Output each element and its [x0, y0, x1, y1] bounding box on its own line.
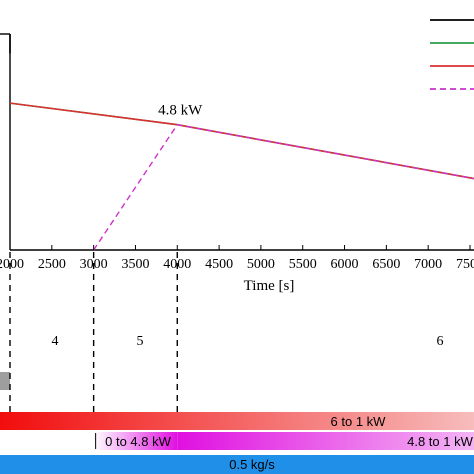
x-tick-label: 5000 — [247, 257, 275, 272]
phase-timeline: 4 5 6 — [0, 252, 444, 430]
series-line-3 — [9, 102, 474, 180]
input-bands: 6 to 1 kW 4.8 to 1 kW 0.5 kg/s 0 to 4.8 kW — [0, 412, 474, 474]
x-axis: 2000250030003500400045005000550060006500… — [0, 245, 474, 272]
x-axis-title: Time [s] — [244, 278, 295, 294]
series-line-2 — [9, 102, 474, 180]
x-tick-label: 6000 — [331, 257, 359, 272]
series-layer — [9, 34, 474, 251]
band-blank — [0, 432, 94, 450]
legend — [430, 19, 474, 90]
x-tick-label: 2000 — [0, 257, 24, 272]
x-tick-label: 7500 — [456, 257, 474, 272]
x-tick-label: 6500 — [372, 257, 400, 272]
band-2 — [93, 432, 178, 450]
band-label-4: 0.5 kg/s — [229, 457, 275, 472]
band-1 — [0, 412, 474, 430]
phase-label-5: 5 — [137, 334, 144, 349]
annotation-label: 4.8 kW — [158, 103, 203, 119]
x-tick-label: 5500 — [289, 257, 317, 272]
x-tick-label: 2500 — [38, 257, 66, 272]
x-tick-label: 4500 — [205, 257, 233, 272]
band-label-1: 6 to 1 kW — [331, 414, 387, 429]
x-tick-label: 7000 — [414, 257, 442, 272]
band-label-2: 0 to 4.8 kW — [105, 434, 171, 449]
band-label-3: 4.8 to 1 kW — [407, 434, 473, 449]
phase-label-4: 4 — [52, 334, 59, 349]
phase-marker-block — [0, 372, 10, 390]
band-3 — [177, 432, 474, 450]
annotations: 4.8 kW — [158, 103, 203, 119]
plot-frame — [0, 33, 474, 251]
phase-label-6: 6 — [437, 334, 444, 349]
x-tick-label: 3500 — [121, 257, 149, 272]
series-line-4 — [93, 123, 474, 251]
band-4 — [0, 455, 474, 474]
